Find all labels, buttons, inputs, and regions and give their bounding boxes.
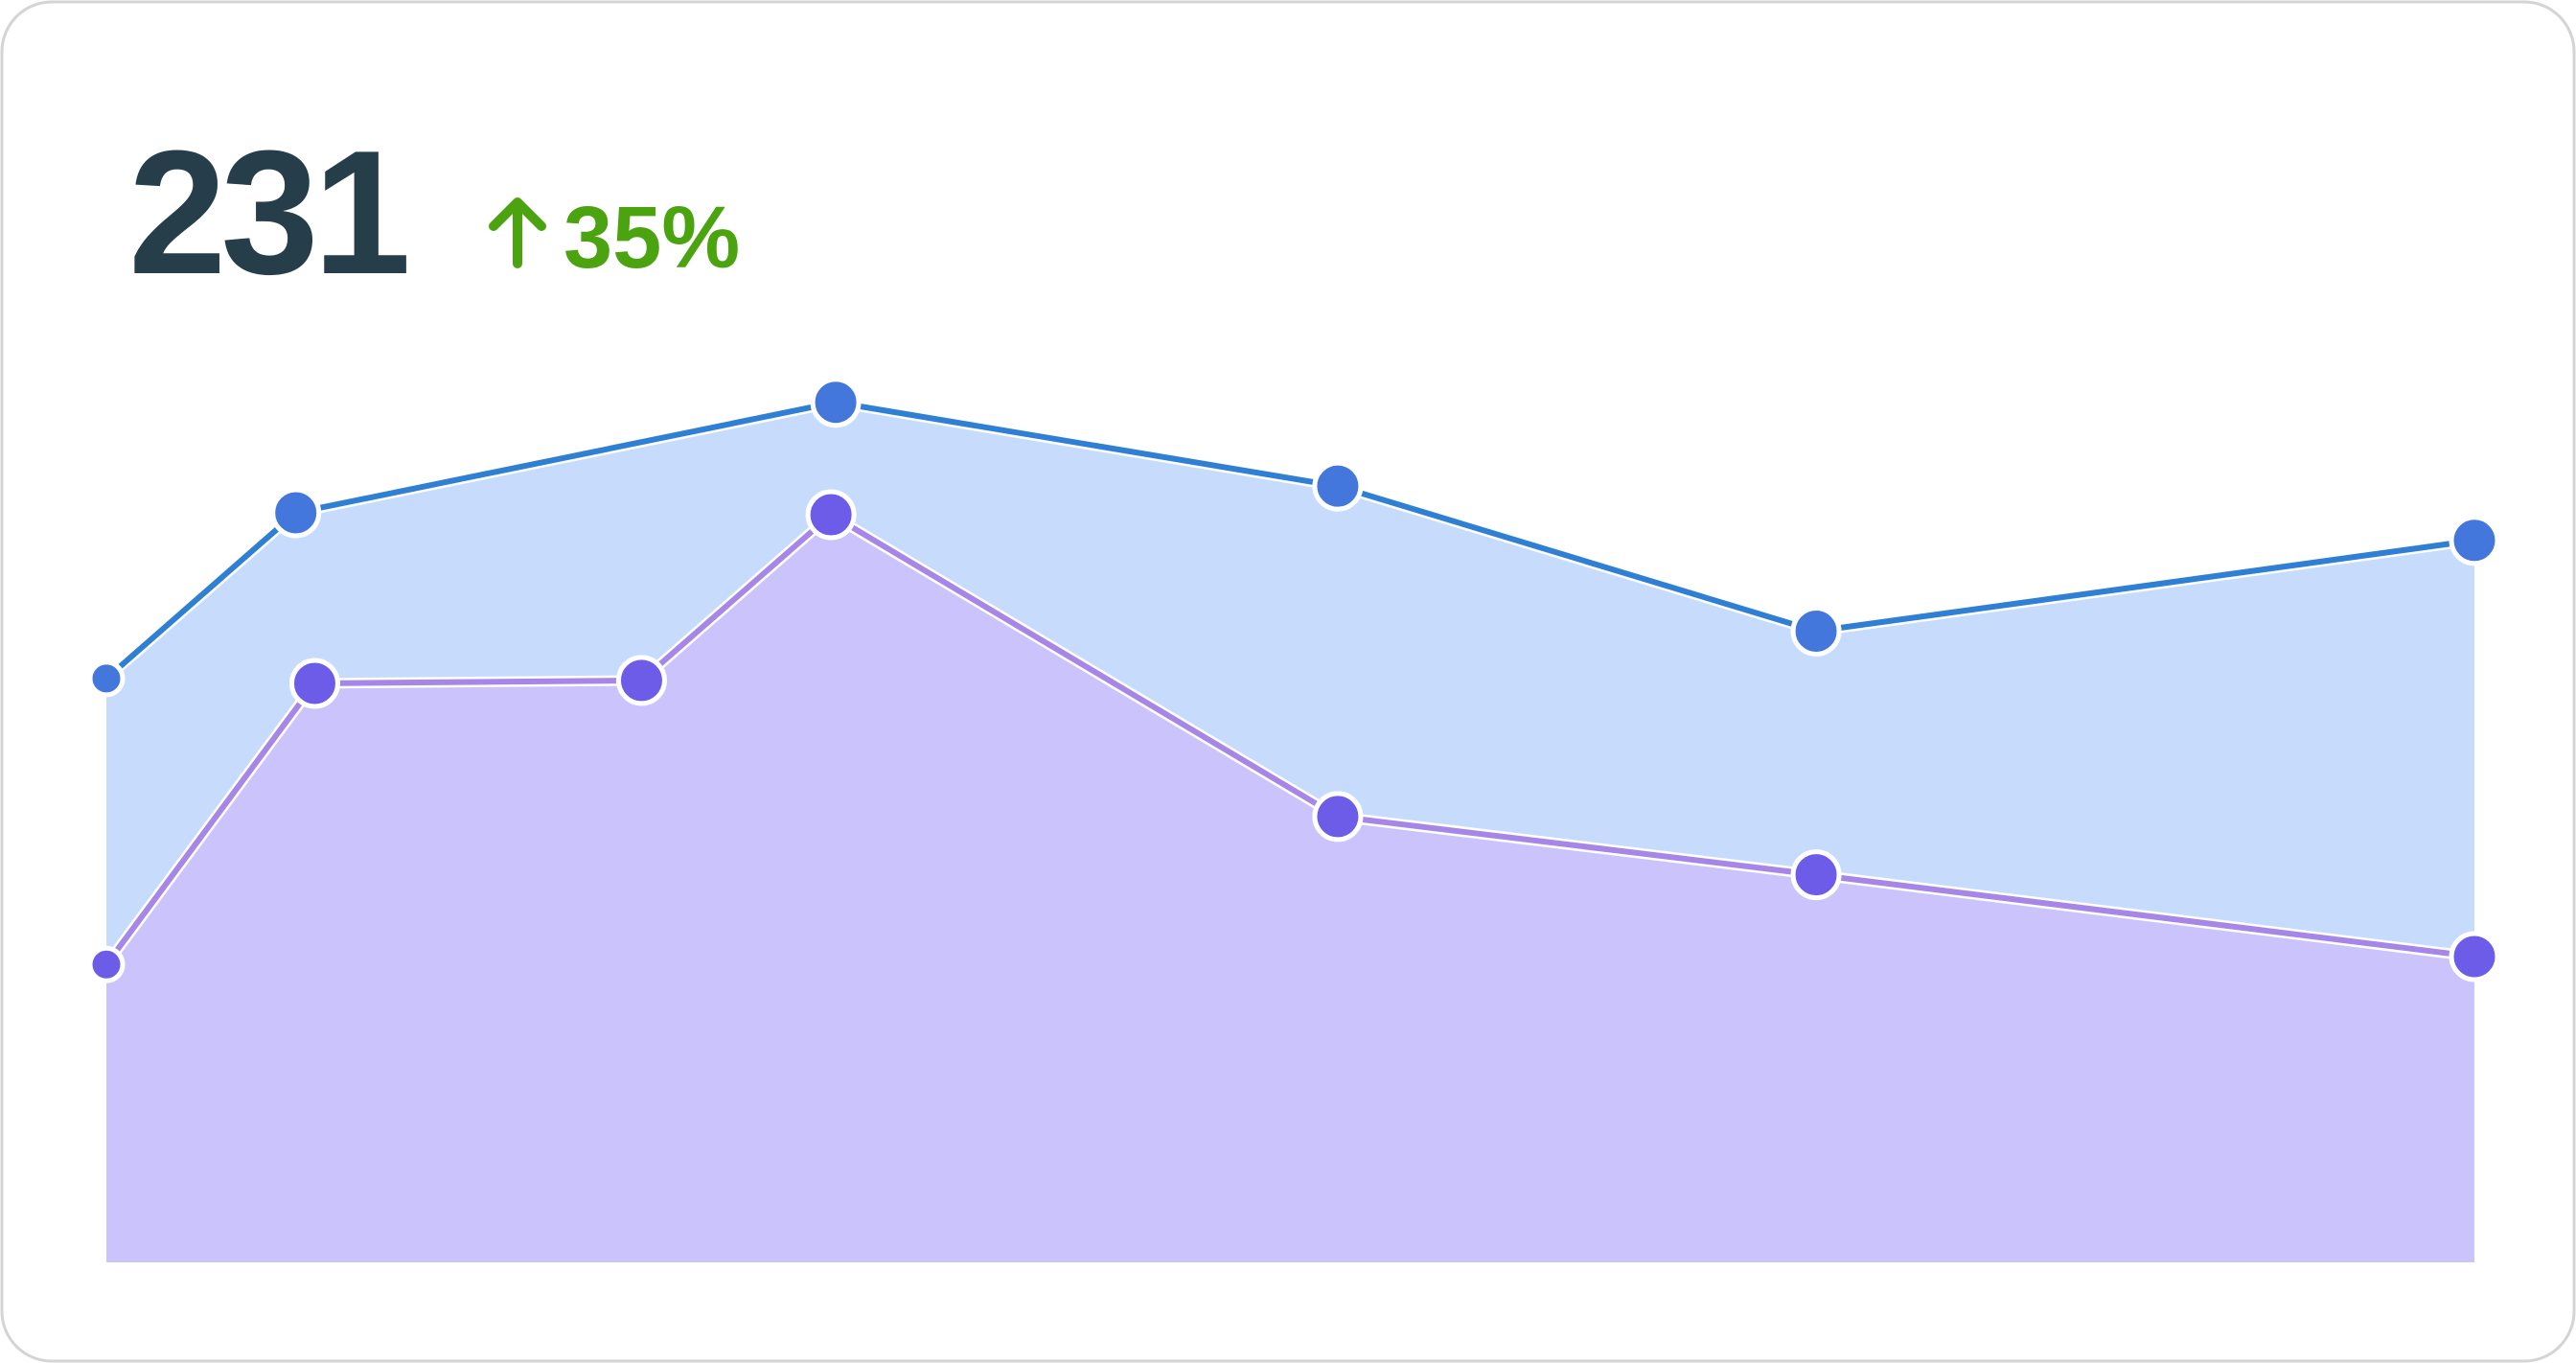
- metric-value: 231: [128, 113, 407, 311]
- data-point: [1790, 605, 1842, 657]
- metric-change: 35%: [564, 189, 740, 287]
- data-point: [288, 658, 340, 709]
- data-point: [1312, 460, 1364, 512]
- data-point: [2449, 515, 2500, 566]
- data-point: [87, 659, 126, 698]
- area-fill: [106, 515, 2474, 1262]
- data-point: [1790, 849, 1842, 901]
- series-line: [104, 399, 2475, 682]
- data-point: [805, 489, 857, 541]
- data-point: [2449, 931, 2500, 982]
- data-point: [1312, 791, 1364, 843]
- data-point: [615, 655, 667, 706]
- up-arrow: [489, 197, 546, 268]
- plot: [87, 377, 2500, 1262]
- data-point: [270, 487, 322, 539]
- data-point: [810, 377, 862, 428]
- data-point: [87, 945, 126, 983]
